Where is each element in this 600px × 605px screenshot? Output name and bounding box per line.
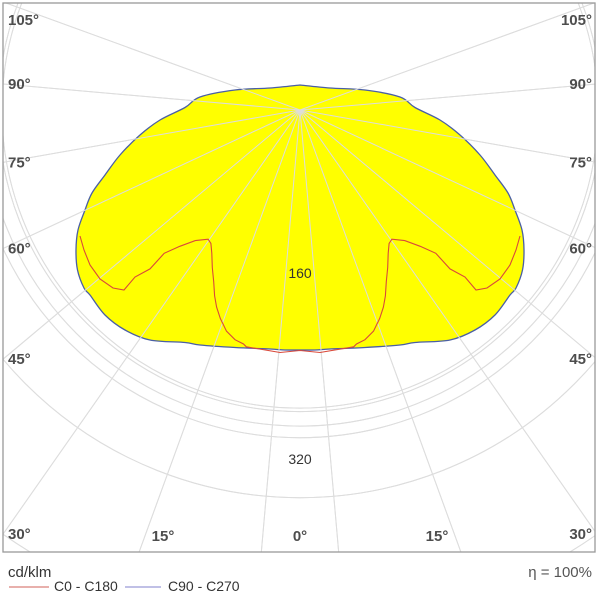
svg-text:105°: 105° <box>8 12 39 29</box>
svg-text:15°: 15° <box>152 528 175 545</box>
svg-text:C90 - C270: C90 - C270 <box>168 578 240 594</box>
svg-text:75°: 75° <box>8 154 31 171</box>
svg-text:30°: 30° <box>569 526 592 543</box>
svg-text:105°: 105° <box>561 12 592 29</box>
svg-text:90°: 90° <box>569 76 592 93</box>
svg-text:C0 - C180: C0 - C180 <box>54 578 118 594</box>
svg-text:cd/klm: cd/klm <box>8 564 51 581</box>
svg-text:15°: 15° <box>426 528 449 545</box>
svg-text:60°: 60° <box>569 241 592 258</box>
svg-text:75°: 75° <box>569 154 592 171</box>
svg-text:0°: 0° <box>293 528 307 545</box>
svg-text:90°: 90° <box>8 76 31 93</box>
svg-text:45°: 45° <box>8 351 31 368</box>
svg-text:320: 320 <box>288 451 312 467</box>
svg-text:160: 160 <box>288 265 312 281</box>
svg-text:60°: 60° <box>8 241 31 258</box>
svg-text:η = 100%: η = 100% <box>528 564 592 581</box>
svg-text:45°: 45° <box>569 351 592 368</box>
svg-text:30°: 30° <box>8 526 31 543</box>
